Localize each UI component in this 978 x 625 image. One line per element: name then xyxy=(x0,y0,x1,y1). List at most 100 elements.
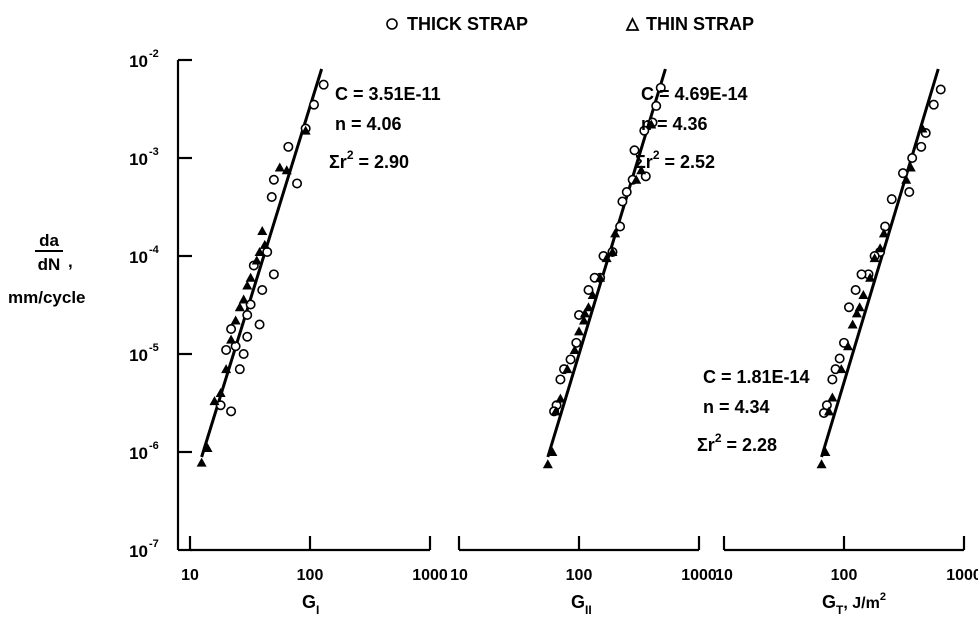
data-point-thick xyxy=(655,82,666,93)
legend-thick-marker xyxy=(386,18,398,30)
data-point-thin xyxy=(854,302,865,312)
data-point-thick xyxy=(639,125,650,136)
x-tick-label: 10 xyxy=(715,567,733,584)
x-tick-label: 10 xyxy=(181,567,199,584)
data-point-thin xyxy=(578,315,589,325)
data-point-thick xyxy=(935,84,946,95)
y-axis-unit: mm/cycle xyxy=(8,288,86,307)
data-point-thick xyxy=(226,323,237,334)
data-point-thick xyxy=(245,299,256,310)
fit-residual-sum: Σr2 = 2.52 xyxy=(635,148,715,172)
x-tick-label: 1000 xyxy=(946,567,978,584)
data-point-thick xyxy=(242,310,253,321)
data-point-thick xyxy=(904,186,915,197)
data-point-thick xyxy=(843,302,854,313)
data-point-thick xyxy=(834,353,845,364)
data-point-thick xyxy=(262,246,273,257)
data-point-thin xyxy=(631,174,642,184)
fit-exponent-n: n = 4.36 xyxy=(641,114,708,134)
data-point-thick xyxy=(850,284,861,295)
data-point-thin xyxy=(238,294,249,304)
x-tick-label: 10 xyxy=(450,567,468,584)
x-tick-label: 1000 xyxy=(681,567,717,584)
y-tick-label: 10 xyxy=(129,52,148,71)
fit-coefficient-c: C = 3.51E-11 xyxy=(335,84,441,104)
data-point-thick xyxy=(257,284,268,295)
data-point-thin xyxy=(257,225,268,235)
data-point-thick xyxy=(309,99,320,110)
y-tick-label: 10 xyxy=(129,150,148,169)
data-point-thick xyxy=(215,400,226,411)
data-point-thick xyxy=(268,174,279,185)
data-point-thin xyxy=(636,165,647,175)
data-point-thin xyxy=(242,280,253,290)
x-tick-label: 100 xyxy=(831,567,858,584)
data-point-thick xyxy=(916,141,927,152)
data-point-thin xyxy=(836,364,847,374)
data-point-thin xyxy=(601,253,612,263)
y-axis-label-dN: dN xyxy=(38,255,61,274)
data-point-thin xyxy=(816,459,827,469)
y-axis-label-comma: , xyxy=(68,252,73,271)
x-tick-label: 100 xyxy=(566,567,593,584)
data-point-thin xyxy=(251,255,262,265)
data-point-thin xyxy=(905,162,916,172)
data-point-thin xyxy=(234,302,245,312)
y-tick-exponent: -7 xyxy=(149,538,159,550)
fit-coefficient-c: C = 4.69E-14 xyxy=(641,84,748,104)
data-point-thick xyxy=(266,191,277,202)
data-point-thin xyxy=(875,243,886,253)
data-point-thin xyxy=(820,447,831,456)
data-point-thick xyxy=(283,141,294,152)
y-tick-exponent: -5 xyxy=(149,342,159,354)
data-point-thick xyxy=(583,284,594,295)
data-point-thin xyxy=(221,364,232,374)
data-point-thin xyxy=(824,406,835,416)
data-point-thin xyxy=(851,308,862,318)
data-point-thin xyxy=(607,246,618,256)
data-point-thin xyxy=(562,364,573,374)
data-point-thin xyxy=(827,392,838,402)
data-point-thick xyxy=(318,79,329,90)
data-point-thick xyxy=(621,186,632,197)
data-point-thin xyxy=(196,457,207,467)
data-point-thin xyxy=(209,396,220,406)
data-point-thin xyxy=(865,272,876,282)
data-point-thick xyxy=(880,221,891,232)
data-point-thin xyxy=(542,459,553,469)
data-point-thick xyxy=(242,331,253,342)
legend-thin-label: THIN STRAP xyxy=(646,14,754,34)
x-axis-label: GII xyxy=(571,592,592,617)
y-tick-label: 10 xyxy=(129,248,148,267)
panels: 10 100 1000 GI C = 3.51E-11 n = 4.06 Σr2 = 2.9… xyxy=(181,68,978,617)
data-point-thick xyxy=(615,221,626,232)
data-point-thin xyxy=(587,289,598,299)
data-point-thin xyxy=(595,272,606,282)
data-point-thin xyxy=(555,393,566,403)
fit-exponent-n: n = 4.06 xyxy=(335,114,402,134)
data-point-thin xyxy=(579,308,590,318)
data-point-thick xyxy=(886,194,897,205)
data-point-thin xyxy=(300,125,311,135)
data-point-thin xyxy=(259,239,270,249)
data-point-thick xyxy=(555,374,566,385)
data-point-thick xyxy=(827,374,838,385)
y-tick-label: 10 xyxy=(129,542,148,561)
y-axis: 10-710-610-510-410-310-2 da dN , mm/cycl… xyxy=(8,48,192,561)
data-point-thin xyxy=(574,326,584,336)
panel-1: 10 100 1000 GI C = 3.51E-11 n = 4.06 Σr2 = 2.9… xyxy=(181,68,448,617)
data-point-thin xyxy=(610,228,621,238)
data-point-thick xyxy=(928,99,939,110)
data-point-thin xyxy=(847,319,858,329)
data-point-thin xyxy=(215,387,226,397)
data-point-thick xyxy=(565,354,576,365)
data-point-thin xyxy=(202,442,213,452)
data-point-thick xyxy=(571,337,582,348)
data-point-thin xyxy=(245,272,256,282)
x-tick-label: 100 xyxy=(297,567,324,584)
data-point-thin xyxy=(878,228,889,238)
data-point-thin xyxy=(869,253,880,263)
data-point-thick xyxy=(856,269,867,280)
panel-3: 10 100 1000 GT, J/m2 C = 1.81E-14 n = 4.34 Σr2… xyxy=(697,68,978,617)
data-point-thick xyxy=(268,269,279,280)
